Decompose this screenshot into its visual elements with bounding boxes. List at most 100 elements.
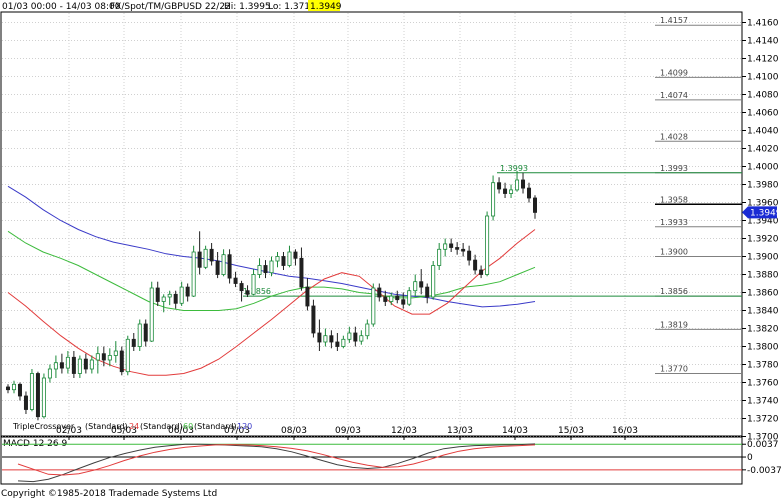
candle-body <box>443 243 448 250</box>
candle-body <box>215 260 220 275</box>
candle-body <box>311 305 316 334</box>
candle-body <box>239 283 244 292</box>
y-tick-label: 1.4000 <box>747 163 779 173</box>
candle-body <box>455 247 460 250</box>
candle-body <box>6 386 11 391</box>
macd-line <box>17 443 536 483</box>
candle-body <box>503 188 508 194</box>
candle-body <box>167 293 172 298</box>
x-tick-label: 15/03 <box>558 426 584 436</box>
footer-copyright: Copyright ©1985-2018 Trademade Systems L… <box>1 489 217 499</box>
candle-body <box>95 353 100 361</box>
candle-body <box>419 281 424 288</box>
candle-body <box>125 338 130 373</box>
candle-body <box>59 362 64 369</box>
x-tick-label: 07/03 <box>224 426 250 436</box>
candle-body <box>233 277 238 284</box>
candle-body <box>491 182 496 217</box>
level-label: 1.3770 <box>660 365 688 374</box>
candle-body <box>17 383 22 397</box>
y-tick-label: 1.3940 <box>747 217 779 227</box>
candle-body <box>377 287 382 298</box>
level-label: 1.4157 <box>660 16 688 25</box>
candle-body <box>11 383 16 391</box>
candle-body <box>119 350 124 373</box>
candle-body <box>161 296 166 302</box>
candle-body <box>65 356 70 369</box>
candle-body <box>515 179 520 191</box>
y-tick-label: 1.3980 <box>747 181 779 191</box>
ma24-line <box>7 229 536 376</box>
macd-signal-line <box>17 444 536 476</box>
candle-body <box>269 260 274 274</box>
y-tick-label: 1.3880 <box>747 271 779 281</box>
candle-body <box>431 265 436 298</box>
legend-label-60: (Standard) <box>140 422 183 431</box>
x-tick-label: 13/03 <box>447 426 473 436</box>
level-label: 1.3819 <box>660 320 688 329</box>
macd-axis: 0.0037 0 -0.0037 <box>742 440 782 476</box>
candle-body <box>497 182 502 190</box>
candle-body <box>221 254 226 275</box>
candle-body <box>383 296 388 302</box>
header-hi: Hi: 1.3995 <box>224 2 271 12</box>
candle-body <box>77 358 82 374</box>
y-tick-label: 1.3760 <box>747 379 779 389</box>
candle-body <box>107 355 112 361</box>
resistance-label: 1.3993 <box>500 164 528 173</box>
candle-body <box>485 215 490 275</box>
level-label: 1.3933 <box>660 218 688 227</box>
candle-body <box>281 256 286 266</box>
y-tick-label: 1.3780 <box>747 361 779 371</box>
header-lo: Lo: 1.3715 <box>268 2 316 12</box>
macd-lines <box>2 443 742 483</box>
candle-body <box>359 335 364 342</box>
legend-period-120: 120 <box>237 422 252 431</box>
header-last-bg <box>308 0 340 11</box>
candle-body <box>113 350 118 356</box>
y-tick-label: 1.4140 <box>747 37 779 47</box>
macd-tick-label: -0.0037 <box>747 466 782 476</box>
candle-body <box>449 243 454 248</box>
candle-body <box>257 265 262 275</box>
price-axis: 1.4160 1.4140 1.4120 1.4100 1.4080 1.4060 1.40… <box>742 19 779 443</box>
candle-body <box>461 248 466 252</box>
candle-body <box>329 335 334 343</box>
candle-body <box>203 248 208 268</box>
y-tick-label: 1.4160 <box>747 19 779 29</box>
y-tick-label: 1.3800 <box>747 343 779 353</box>
y-tick-label: 1.3860 <box>747 289 779 299</box>
y-tick-label: 1.3900 <box>747 253 779 263</box>
candle-body <box>197 251 202 268</box>
level-label: 1.3993 <box>660 164 688 173</box>
candle-body <box>41 377 46 418</box>
x-tick-label: 06/03 <box>168 426 194 436</box>
candle-body <box>521 179 526 189</box>
y-tick-label: 1.3960 <box>747 199 779 209</box>
candle-body <box>29 373 34 410</box>
level-label: 1.3958 <box>660 195 688 204</box>
candle-body <box>251 274 256 295</box>
support-label: 1.3856 <box>243 287 271 296</box>
candle-body <box>365 323 370 337</box>
x-tick-label: 12/03 <box>391 426 417 436</box>
candle-body <box>341 338 346 347</box>
candle-body <box>425 286 430 298</box>
candle-body <box>89 359 94 370</box>
candle-body <box>263 265 268 274</box>
y-tick-label: 1.3920 <box>747 235 779 245</box>
last-price-label: 1.3949 <box>750 208 782 218</box>
level-label: 1.3900 <box>660 248 688 257</box>
candle-body <box>335 341 340 347</box>
candle-body <box>287 251 292 266</box>
candle-body <box>185 286 190 297</box>
legend-title: TripleCrossover <box>12 422 75 431</box>
candle-body <box>305 286 310 307</box>
x-tick-label: 16/03 <box>612 426 638 436</box>
x-tick-label: 14/03 <box>502 426 528 436</box>
legend-label-120: (Standard) <box>194 422 237 431</box>
candle-body <box>23 395 28 410</box>
header-last: 1.3949 <box>310 2 342 12</box>
candle-body <box>275 256 280 262</box>
